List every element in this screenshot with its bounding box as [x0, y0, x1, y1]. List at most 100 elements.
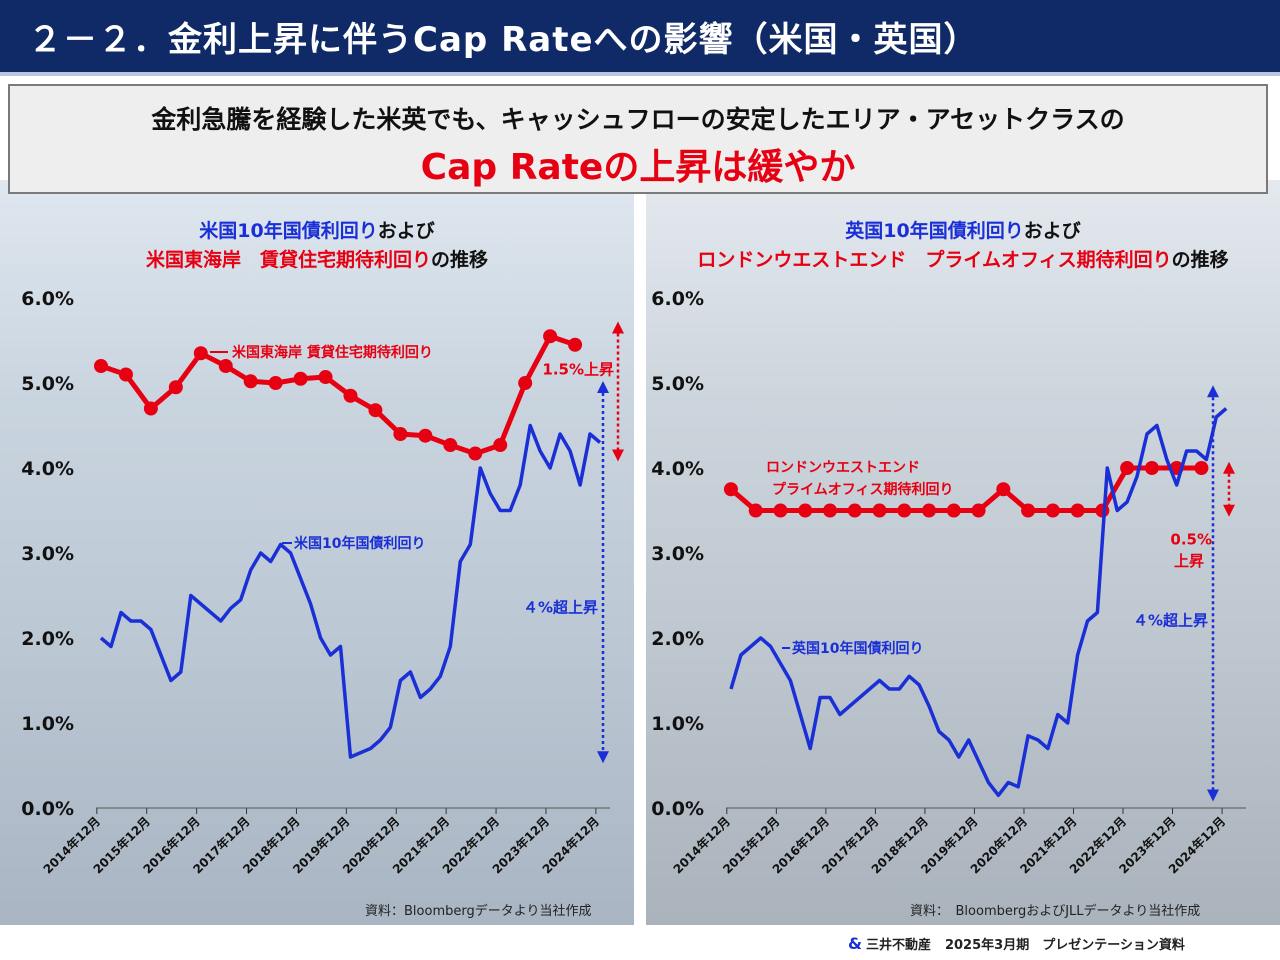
left-title-suffix: の推移: [431, 249, 489, 271]
data-point: [748, 503, 763, 518]
red-change-arrow-head-bottom: [612, 449, 624, 462]
key-message-line2: Cap Rateの上昇は緩やか: [420, 147, 856, 188]
red-change-arrow-head-bottom: [1223, 504, 1235, 517]
right-title-red: ロンドンウエストエンド プライムオフィス期待利回り: [697, 249, 1172, 271]
red-change-arrow-head-top: [612, 321, 624, 334]
header-divider: [0, 72, 1280, 76]
data-point: [1045, 503, 1060, 518]
y-tick-label: 0.0%: [651, 798, 704, 820]
right-title-connector: および: [1023, 220, 1081, 242]
header-bar: ２－２．金利上昇に伴うCap Rateへの影響（米国・英国）: [0, 0, 1280, 72]
data-point: [418, 428, 433, 443]
y-tick-label: 2.0%: [651, 628, 704, 650]
page-title: ２－２．金利上昇に伴うCap Rateへの影響（米国・英国）: [28, 20, 979, 60]
right-source-note: 資料： BloombergおよびJLLデータより当社作成: [910, 904, 1201, 919]
data-point: [543, 329, 558, 344]
y-tick-label: 6.0%: [21, 288, 74, 310]
data-point: [847, 503, 862, 518]
blue-change-arrow-head-bottom: [1207, 789, 1219, 802]
left-title-red: 米国東海岸 賃貸住宅期待利回り: [145, 249, 431, 271]
right-title-blue: 英国10年国債利回り: [845, 220, 1024, 242]
red-change-arrow-head-top: [1223, 461, 1235, 474]
left-background: [0, 180, 634, 925]
y-tick-label: 1.0%: [21, 713, 74, 735]
y-tick-label: 5.0%: [21, 373, 74, 395]
y-tick-label: 6.0%: [651, 288, 704, 310]
left-source-note: 資料：Bloombergデータより当社作成: [365, 904, 592, 919]
data-point: [773, 503, 788, 518]
data-point: [218, 359, 233, 373]
data-point: [143, 401, 158, 416]
right-chart-title-line1: 英国10年国債利回りおよび: [646, 216, 1280, 243]
data-point: [243, 374, 258, 389]
y-tick-label: 0.0%: [21, 798, 74, 820]
data-point: [897, 503, 912, 518]
blue-change-arrow-head-top: [597, 381, 609, 393]
left-title-blue: 米国10年国債利回り: [199, 220, 378, 242]
blue-change-label: ４%超上昇: [1133, 611, 1208, 629]
blue-change-arrow-head-top: [1207, 385, 1219, 398]
data-point: [318, 370, 333, 385]
data-point: [872, 503, 887, 518]
data-point: [568, 337, 583, 352]
right-chart-title-line2: ロンドンウエストエンド プライムオフィス期待利回りの推移: [646, 245, 1280, 272]
data-point: [468, 446, 483, 461]
uk-yield-chart: 0.0%1.0%2.0%3.0%4.0%5.0%6.0%2014年12月2015…: [651, 288, 1246, 877]
data-point: [368, 403, 383, 418]
blue-change-arrow-head-bottom: [597, 751, 609, 764]
red-series-label: 米国東海岸 賃貸住宅期待利回り: [232, 344, 433, 361]
left-chart-title-line2: 米国東海岸 賃貸住宅期待利回りの推移: [0, 245, 634, 272]
red-change-label: 1.5%上昇: [542, 361, 614, 379]
y-tick-label: 3.0%: [21, 543, 74, 565]
red-change-label-line2: 上昇: [1174, 552, 1204, 570]
y-tick-label: 5.0%: [651, 373, 704, 395]
data-point: [168, 380, 183, 395]
data-point: [922, 503, 937, 518]
data-point: [946, 503, 961, 518]
data-point: [293, 371, 308, 386]
data-point: [93, 359, 108, 373]
data-point: [1194, 461, 1209, 475]
blue-series-label: 英国10年国債利回り: [791, 640, 923, 657]
data-point: [443, 438, 458, 453]
data-point: [971, 503, 986, 518]
data-point: [343, 388, 358, 403]
data-point: [723, 482, 738, 497]
right-background: [646, 180, 1280, 925]
data-point: [1070, 503, 1085, 518]
red-series-label-line2: プライムオフィス期待利回り: [772, 481, 953, 498]
series-line-1: [99, 423, 602, 759]
blue-change-label: ４%超上昇: [523, 599, 598, 617]
data-point: [996, 482, 1011, 497]
data-point: [1120, 461, 1135, 475]
footer-company: 三井不動産: [865, 938, 931, 953]
y-tick-label: 1.0%: [651, 713, 704, 735]
y-tick-label: 2.0%: [21, 628, 74, 650]
y-tick-label: 3.0%: [651, 543, 704, 565]
data-point: [798, 503, 813, 518]
company-logo-icon: &: [848, 934, 862, 953]
series-line-1: [729, 407, 1228, 798]
data-point: [1021, 503, 1036, 518]
red-change-label-line1: 0.5%: [1170, 531, 1212, 549]
footer-document: 2025年3月期 プレゼンテーション資料: [944, 938, 1185, 953]
left-chart-title-line1: 米国10年国債利回りおよび: [0, 216, 634, 243]
y-tick-label: 4.0%: [651, 458, 704, 480]
footer: & 三井不動産 2025年3月期 プレゼンテーション資料: [848, 934, 1185, 953]
red-series-label-line1: ロンドンウエストエンド: [766, 460, 920, 476]
y-tick-label: 4.0%: [21, 458, 74, 480]
data-point: [268, 376, 283, 390]
data-point: [1144, 461, 1159, 475]
right-title-suffix: の推移: [1171, 249, 1229, 271]
data-point: [393, 427, 408, 441]
data-point: [518, 376, 533, 390]
data-point: [193, 346, 208, 361]
data-point: [493, 438, 508, 453]
blue-series-label: 米国10年国債利回り: [294, 535, 425, 552]
key-message-box: 金利急騰を経験した米英でも、キャッシュフローの安定したエリア・アセットクラスの …: [8, 84, 1268, 194]
left-title-connector: および: [377, 220, 435, 242]
us-yield-chart: 0.0%1.0%2.0%3.0%4.0%5.0%6.0%2014年12月2015…: [21, 288, 624, 877]
key-message-line1: 金利急騰を経験した米英でも、キャッシュフローの安定したエリア・アセットクラスの: [151, 105, 1125, 134]
data-point: [823, 503, 837, 518]
data-point: [118, 367, 133, 382]
